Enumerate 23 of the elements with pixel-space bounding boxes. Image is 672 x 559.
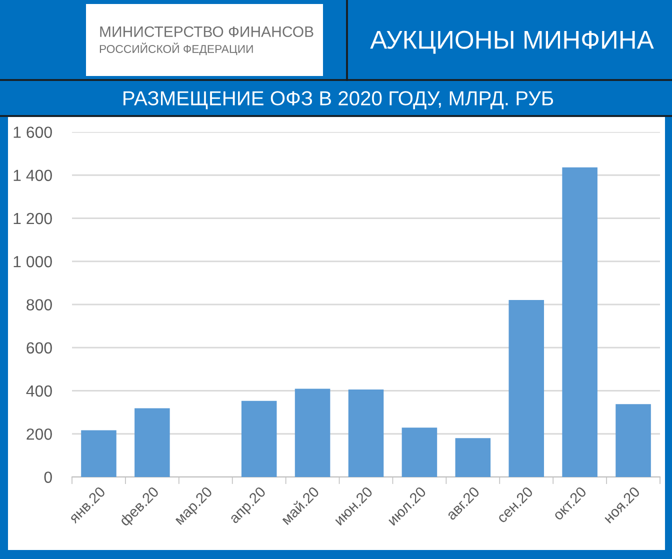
- y-tick-label: 400: [26, 385, 52, 397]
- y-tick-label: 800: [26, 299, 52, 310]
- bar: [402, 428, 438, 477]
- bar: [134, 408, 170, 477]
- chart-title: РАЗМЕЩЕНИЕ ОФЗ В 2020 ГОДУ, МЛРД. РУБ: [124, 91, 554, 110]
- y-tick-label: 1 400: [14, 170, 52, 182]
- bar: [616, 404, 651, 477]
- bar: [508, 300, 544, 477]
- y-tick-label: 1 200: [14, 212, 52, 224]
- bar: [348, 389, 384, 477]
- y-tick-label: 1 000: [14, 256, 52, 268]
- bar: [241, 400, 277, 477]
- bar: [81, 430, 116, 477]
- bar: [294, 388, 330, 477]
- y-tick-label: 200: [26, 428, 52, 440]
- y-tick-label: 1 600: [14, 126, 52, 138]
- text: МИНИСТЕРСТВО ФИНАНСОВ: [100, 26, 314, 38]
- bar: [562, 167, 598, 477]
- y-tick-label: 0: [44, 472, 52, 483]
- bar: [455, 438, 491, 477]
- text: РОССИЙСКОЙ ФЕДЕРАЦИИ: [100, 42, 253, 56]
- y-tick-label: 600: [26, 342, 52, 354]
- chart-subtitle: АУКЦИОНЫ МИНФИНА: [370, 30, 654, 54]
